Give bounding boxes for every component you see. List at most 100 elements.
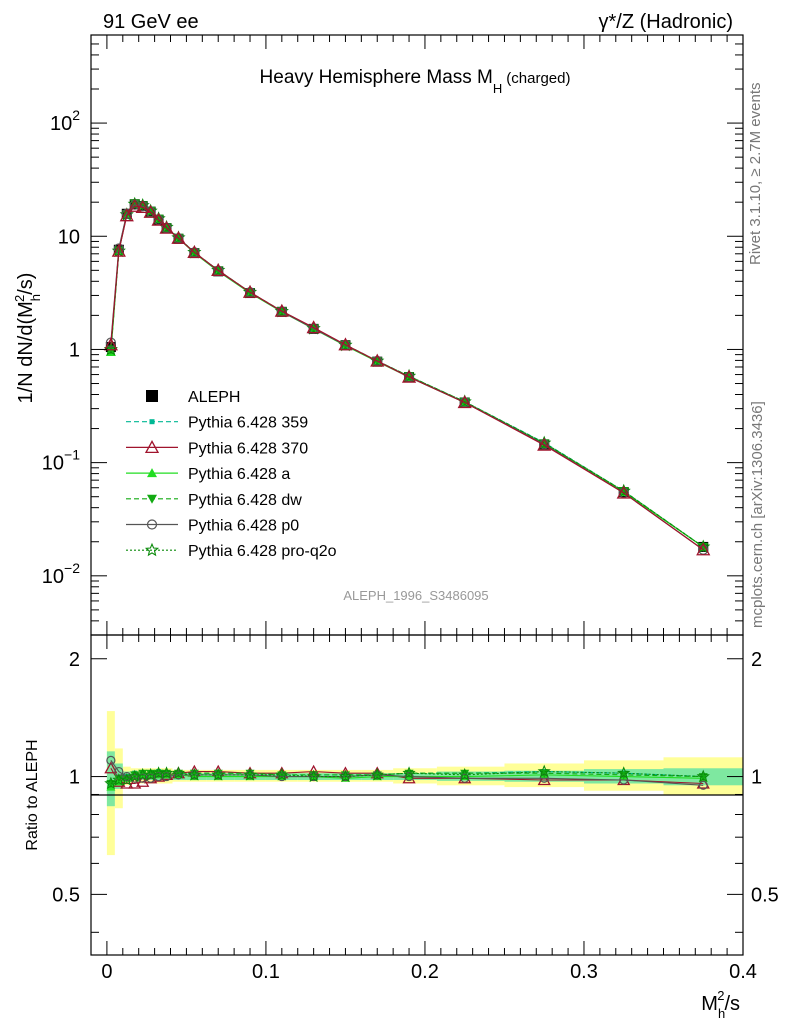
point-p370: [616, 485, 631, 499]
legend-label-pq2o: Pythia 6.428 pro-q2o: [188, 543, 337, 560]
ratio-point-pq2o: [402, 766, 416, 779]
ratio-frame: [90, 634, 744, 956]
legend-marker-p359: [149, 419, 155, 425]
main-series-layer: [103, 196, 711, 556]
legend-item-p370: Pythia 6.428 370: [126, 440, 308, 457]
legend-marker-pq2o: [144, 542, 160, 557]
point-p370: [143, 204, 158, 218]
point-p370: [696, 542, 711, 556]
ratio-point-pq2o: [617, 766, 631, 779]
ratio-point-pp0: [161, 771, 172, 782]
legend-marker-p370: [144, 440, 160, 454]
x-tick-label: 0.4: [729, 961, 757, 983]
ratio-y-tick-label: 0.5: [52, 884, 80, 906]
ratio-point-pq2o: [537, 764, 551, 778]
legend-item-pa: Pythia 6.428 a: [126, 466, 290, 483]
y-tick-label: 10: [58, 226, 80, 248]
ratio-y-tick-label-right: 0.5: [751, 884, 779, 906]
series-line-p370: [110, 205, 704, 551]
ratio-point-pq2o: [696, 769, 710, 783]
legend-marker-pa: [147, 468, 157, 478]
point-p370: [187, 245, 202, 259]
x-tick-labels: 0 0.1 0.2 0.3 0.4: [101, 961, 757, 983]
legend-marker-pp0: [146, 519, 158, 530]
legend-label-pdw: Pythia 6.428 dw: [188, 492, 302, 509]
point-p370: [457, 395, 472, 409]
y-tick-label: 10−1: [42, 447, 80, 475]
legend-item-pp0: Pythia 6.428 p0: [126, 518, 299, 535]
ratio-y-tick-label: 1: [69, 767, 80, 789]
point-p370: [151, 212, 166, 226]
point-p370: [274, 303, 289, 317]
point-p370: [111, 243, 126, 257]
ratio-line-pq2o: [110, 770, 704, 785]
x-tick-label: 0.2: [411, 961, 439, 983]
ratio-point-pp0: [460, 773, 470, 783]
point-pq2o: [135, 198, 150, 212]
x-tick-label: 0.1: [252, 961, 280, 983]
ratio-point-pq2o: [458, 767, 472, 781]
ratio-y-tick-labels: 0.5 0.5 1 1 2 2: [52, 649, 779, 907]
point-p370: [401, 369, 417, 383]
ratio-point-pp0: [404, 771, 414, 782]
ratio-point-p370: [696, 776, 710, 789]
point-p370: [338, 337, 353, 351]
rivet-label: Rivet 3.1.10, ≥ 2.7M events: [747, 83, 764, 266]
ratio-point-pp0: [277, 771, 287, 782]
ratio-point-pdw: [114, 774, 124, 783]
legend-marker-pdw: [147, 494, 157, 504]
point-p370: [159, 220, 174, 234]
legend-label-p370: Pythia 6.428 370: [188, 440, 308, 457]
ratio-y-tick-label-right: 2: [751, 649, 762, 671]
point-p370: [127, 198, 142, 212]
ratio-point-pp0: [106, 755, 116, 765]
ratio-point-pq2o: [187, 767, 201, 781]
ratio-point-pq2o: [307, 769, 321, 783]
legend-item-data: ALEPH: [146, 389, 240, 406]
ratio-point-pq2o: [275, 767, 289, 781]
y-tick-label: 10−2: [42, 560, 80, 588]
ratio-axes: [91, 635, 744, 955]
ratio-point-pq2o: [159, 766, 174, 779]
ratio-point-p370: [104, 761, 118, 774]
mcplots-label: mcplots.cern.ch [arXiv:1306.3436]: [749, 401, 766, 628]
main-y-tick-labels: 102 10 1 10−1 10−2: [42, 107, 80, 588]
point-p370: [537, 437, 552, 451]
x-tick-label: 0.3: [570, 961, 598, 983]
analysis-watermark: ALEPH_1996_S3486095: [343, 588, 488, 603]
process-label: γ*/Z (Hadronic): [599, 11, 733, 33]
ratio-point-pq2o: [338, 769, 353, 783]
ratio-panel: Ratio to ALEPH 0.5 0.51 12 2 0 0.1 0.2 0.3 0.4 …: [24, 634, 779, 1021]
ratio-point-pq2o: [104, 776, 118, 790]
ratio-series-pq2o: [104, 764, 710, 790]
point-p370: [103, 337, 118, 351]
point-p370: [370, 353, 385, 367]
ratio-point-pp0: [173, 770, 184, 780]
ratio-y-tick-label: 2: [69, 649, 80, 671]
ratio-point-pq2o: [120, 773, 134, 786]
point-p370: [242, 284, 258, 298]
point-p370: [171, 230, 186, 244]
ratio-uncertainty-bands: [106, 711, 743, 856]
chart-title: Heavy Hemisphere Mass MH(charged): [260, 67, 571, 96]
ratio-point-p370: [128, 776, 142, 789]
legend-label-pp0: Pythia 6.428 p0: [188, 518, 299, 535]
point-p370: [306, 320, 321, 334]
ratio-point-pp0: [698, 780, 708, 790]
main-panel: ALEPH_1996_S3486095 Heavy Hemisphere Mas…: [12, 34, 744, 636]
x-tick-label: 0: [101, 961, 112, 983]
point-p370: [211, 262, 226, 276]
ratio-point-pq2o: [211, 767, 225, 781]
point-p370: [135, 200, 150, 214]
energy-label: 91 GeV ee: [103, 11, 199, 33]
ratio-point-pq2o: [171, 766, 186, 779]
legend-label-pa: Pythia 6.428 a: [188, 466, 290, 483]
series-p370: [103, 198, 711, 556]
legend-label-data: ALEPH: [188, 389, 240, 406]
point-pq2o: [616, 483, 631, 498]
legend-item-pq2o: Pythia 6.428 pro-q2o: [126, 542, 337, 560]
header: 91 GeV ee γ*/Z (Hadronic): [103, 11, 733, 33]
ratio-point-pq2o: [370, 767, 384, 781]
y-tick-label: 1: [69, 339, 80, 361]
